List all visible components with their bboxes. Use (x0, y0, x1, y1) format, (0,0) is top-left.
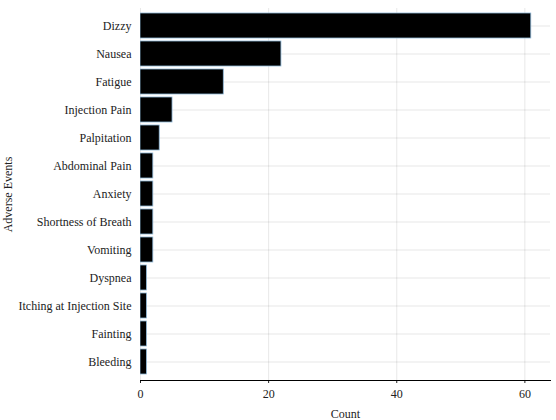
svg-text:60: 60 (519, 387, 531, 401)
svg-text:Itching at Injection Site: Itching at Injection Site (19, 299, 132, 313)
svg-text:Anxiety: Anxiety (93, 187, 132, 201)
svg-text:Bleeding: Bleeding (88, 355, 131, 369)
svg-text:Abdominal Pain: Abdominal Pain (53, 159, 131, 173)
svg-text:Count: Count (331, 407, 361, 420)
svg-text:Palpitation: Palpitation (80, 131, 132, 145)
svg-text:Adverse Events: Adverse Events (1, 156, 15, 232)
svg-text:Fainting: Fainting (91, 327, 131, 341)
svg-text:0: 0 (138, 387, 144, 401)
svg-text:Dizzy: Dizzy (103, 19, 132, 33)
svg-text:Dyspnea: Dyspnea (90, 271, 133, 285)
svg-text:Shortness of Breath: Shortness of Breath (37, 215, 132, 229)
svg-text:Nausea: Nausea (96, 47, 132, 61)
svg-text:40: 40 (391, 387, 403, 401)
svg-text:20: 20 (263, 387, 275, 401)
svg-text:Injection Pain: Injection Pain (65, 103, 132, 117)
svg-text:Fatigue: Fatigue (96, 75, 132, 89)
svg-text:Vomiting: Vomiting (87, 243, 131, 257)
